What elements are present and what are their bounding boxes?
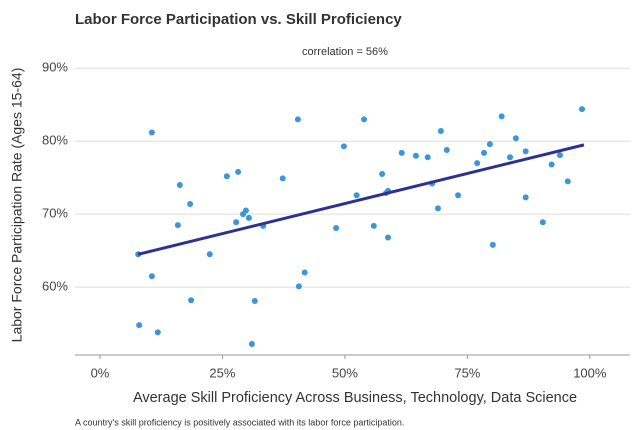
point xyxy=(437,127,444,134)
point xyxy=(245,214,252,221)
point xyxy=(340,143,347,150)
x-tick-label: 25% xyxy=(209,365,235,380)
point xyxy=(279,175,286,182)
point xyxy=(333,225,340,232)
point xyxy=(188,297,195,304)
point xyxy=(370,222,377,229)
y-tick-label: 70% xyxy=(42,206,68,221)
point xyxy=(539,219,546,226)
point xyxy=(294,116,301,123)
chart-title: Labor Force Participation vs. Skill Prof… xyxy=(75,11,402,28)
point xyxy=(248,341,255,348)
x-axis-label: Average Skill Proficiency Across Busines… xyxy=(133,390,577,406)
annotation: correlation = 56% xyxy=(302,46,388,58)
point xyxy=(295,283,302,290)
point xyxy=(522,194,529,201)
point xyxy=(412,152,419,159)
point xyxy=(353,192,360,199)
point xyxy=(223,173,230,180)
point xyxy=(556,152,563,159)
point xyxy=(474,160,481,167)
trend-line xyxy=(137,143,585,256)
y-tick-label: 80% xyxy=(42,133,68,148)
y-tick-label: 90% xyxy=(42,60,68,75)
point xyxy=(176,181,183,188)
point xyxy=(148,273,155,280)
point xyxy=(481,149,488,156)
point xyxy=(578,106,585,113)
point xyxy=(489,241,496,248)
point xyxy=(235,168,242,175)
point xyxy=(136,322,143,329)
point xyxy=(187,200,194,207)
x-tick-label: 50% xyxy=(332,365,358,380)
point xyxy=(434,205,441,212)
y-tick-label: 60% xyxy=(42,279,68,294)
point xyxy=(498,113,505,120)
footnote: A country's skill proficiency is positiv… xyxy=(75,417,404,427)
point xyxy=(148,129,155,136)
y-axis-label: Labor Force Participation Rate (Ages 15-… xyxy=(9,68,25,343)
point xyxy=(522,148,529,155)
x-tick-label: 0% xyxy=(91,365,110,380)
point xyxy=(512,135,519,142)
point xyxy=(506,154,513,161)
point xyxy=(361,116,368,123)
point xyxy=(443,146,450,153)
point xyxy=(486,141,493,148)
point xyxy=(242,207,249,214)
point xyxy=(455,192,462,199)
point xyxy=(251,298,258,305)
point xyxy=(233,219,240,226)
point xyxy=(564,178,571,185)
point xyxy=(398,149,405,156)
point xyxy=(424,154,431,161)
point xyxy=(206,251,213,258)
point xyxy=(174,222,181,229)
point xyxy=(301,269,308,276)
x-tick-label: 100% xyxy=(573,365,607,380)
point xyxy=(548,161,555,168)
point xyxy=(154,329,161,336)
x-tick-label: 75% xyxy=(454,365,480,380)
point xyxy=(385,234,392,241)
point xyxy=(379,171,386,178)
